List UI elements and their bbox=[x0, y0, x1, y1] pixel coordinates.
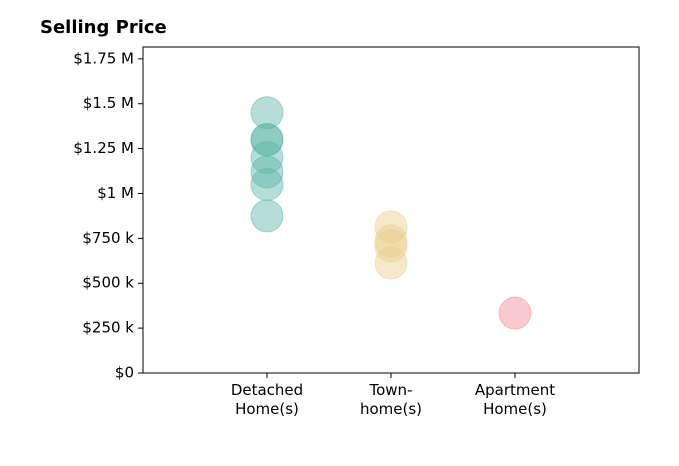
y-tick-label: $0 bbox=[115, 364, 134, 382]
y-tick-label: $1.5 M bbox=[83, 94, 134, 112]
x-tick-label-box: Detached Home(s) bbox=[230, 381, 304, 418]
point bbox=[250, 155, 284, 189]
point bbox=[374, 246, 408, 280]
x-tick-label-box: Town- home(s) bbox=[359, 381, 423, 418]
y-tick-label: $750 k bbox=[82, 229, 134, 247]
y-tick-label: $1.25 M bbox=[73, 139, 134, 157]
plot-frame bbox=[142, 46, 640, 374]
x-tick-label: Detached Home(s) bbox=[230, 381, 304, 418]
point bbox=[250, 199, 284, 233]
y-tick-label: $1.75 M bbox=[73, 49, 134, 67]
y-tick-label: $250 k bbox=[82, 319, 134, 337]
chart-title: Selling Price bbox=[40, 17, 167, 38]
point bbox=[250, 168, 284, 202]
x-tick-label-box: Apartment Home(s) bbox=[474, 381, 556, 418]
point bbox=[250, 141, 284, 175]
y-tick-label: $1 M bbox=[97, 184, 134, 202]
x-tick-label: Apartment Home(s) bbox=[474, 381, 556, 418]
point bbox=[374, 229, 408, 263]
point bbox=[374, 210, 408, 244]
y-tick-label: $500 k bbox=[82, 274, 134, 292]
point bbox=[250, 96, 284, 130]
point bbox=[498, 296, 532, 330]
x-tick-label: Town- home(s) bbox=[359, 381, 423, 418]
